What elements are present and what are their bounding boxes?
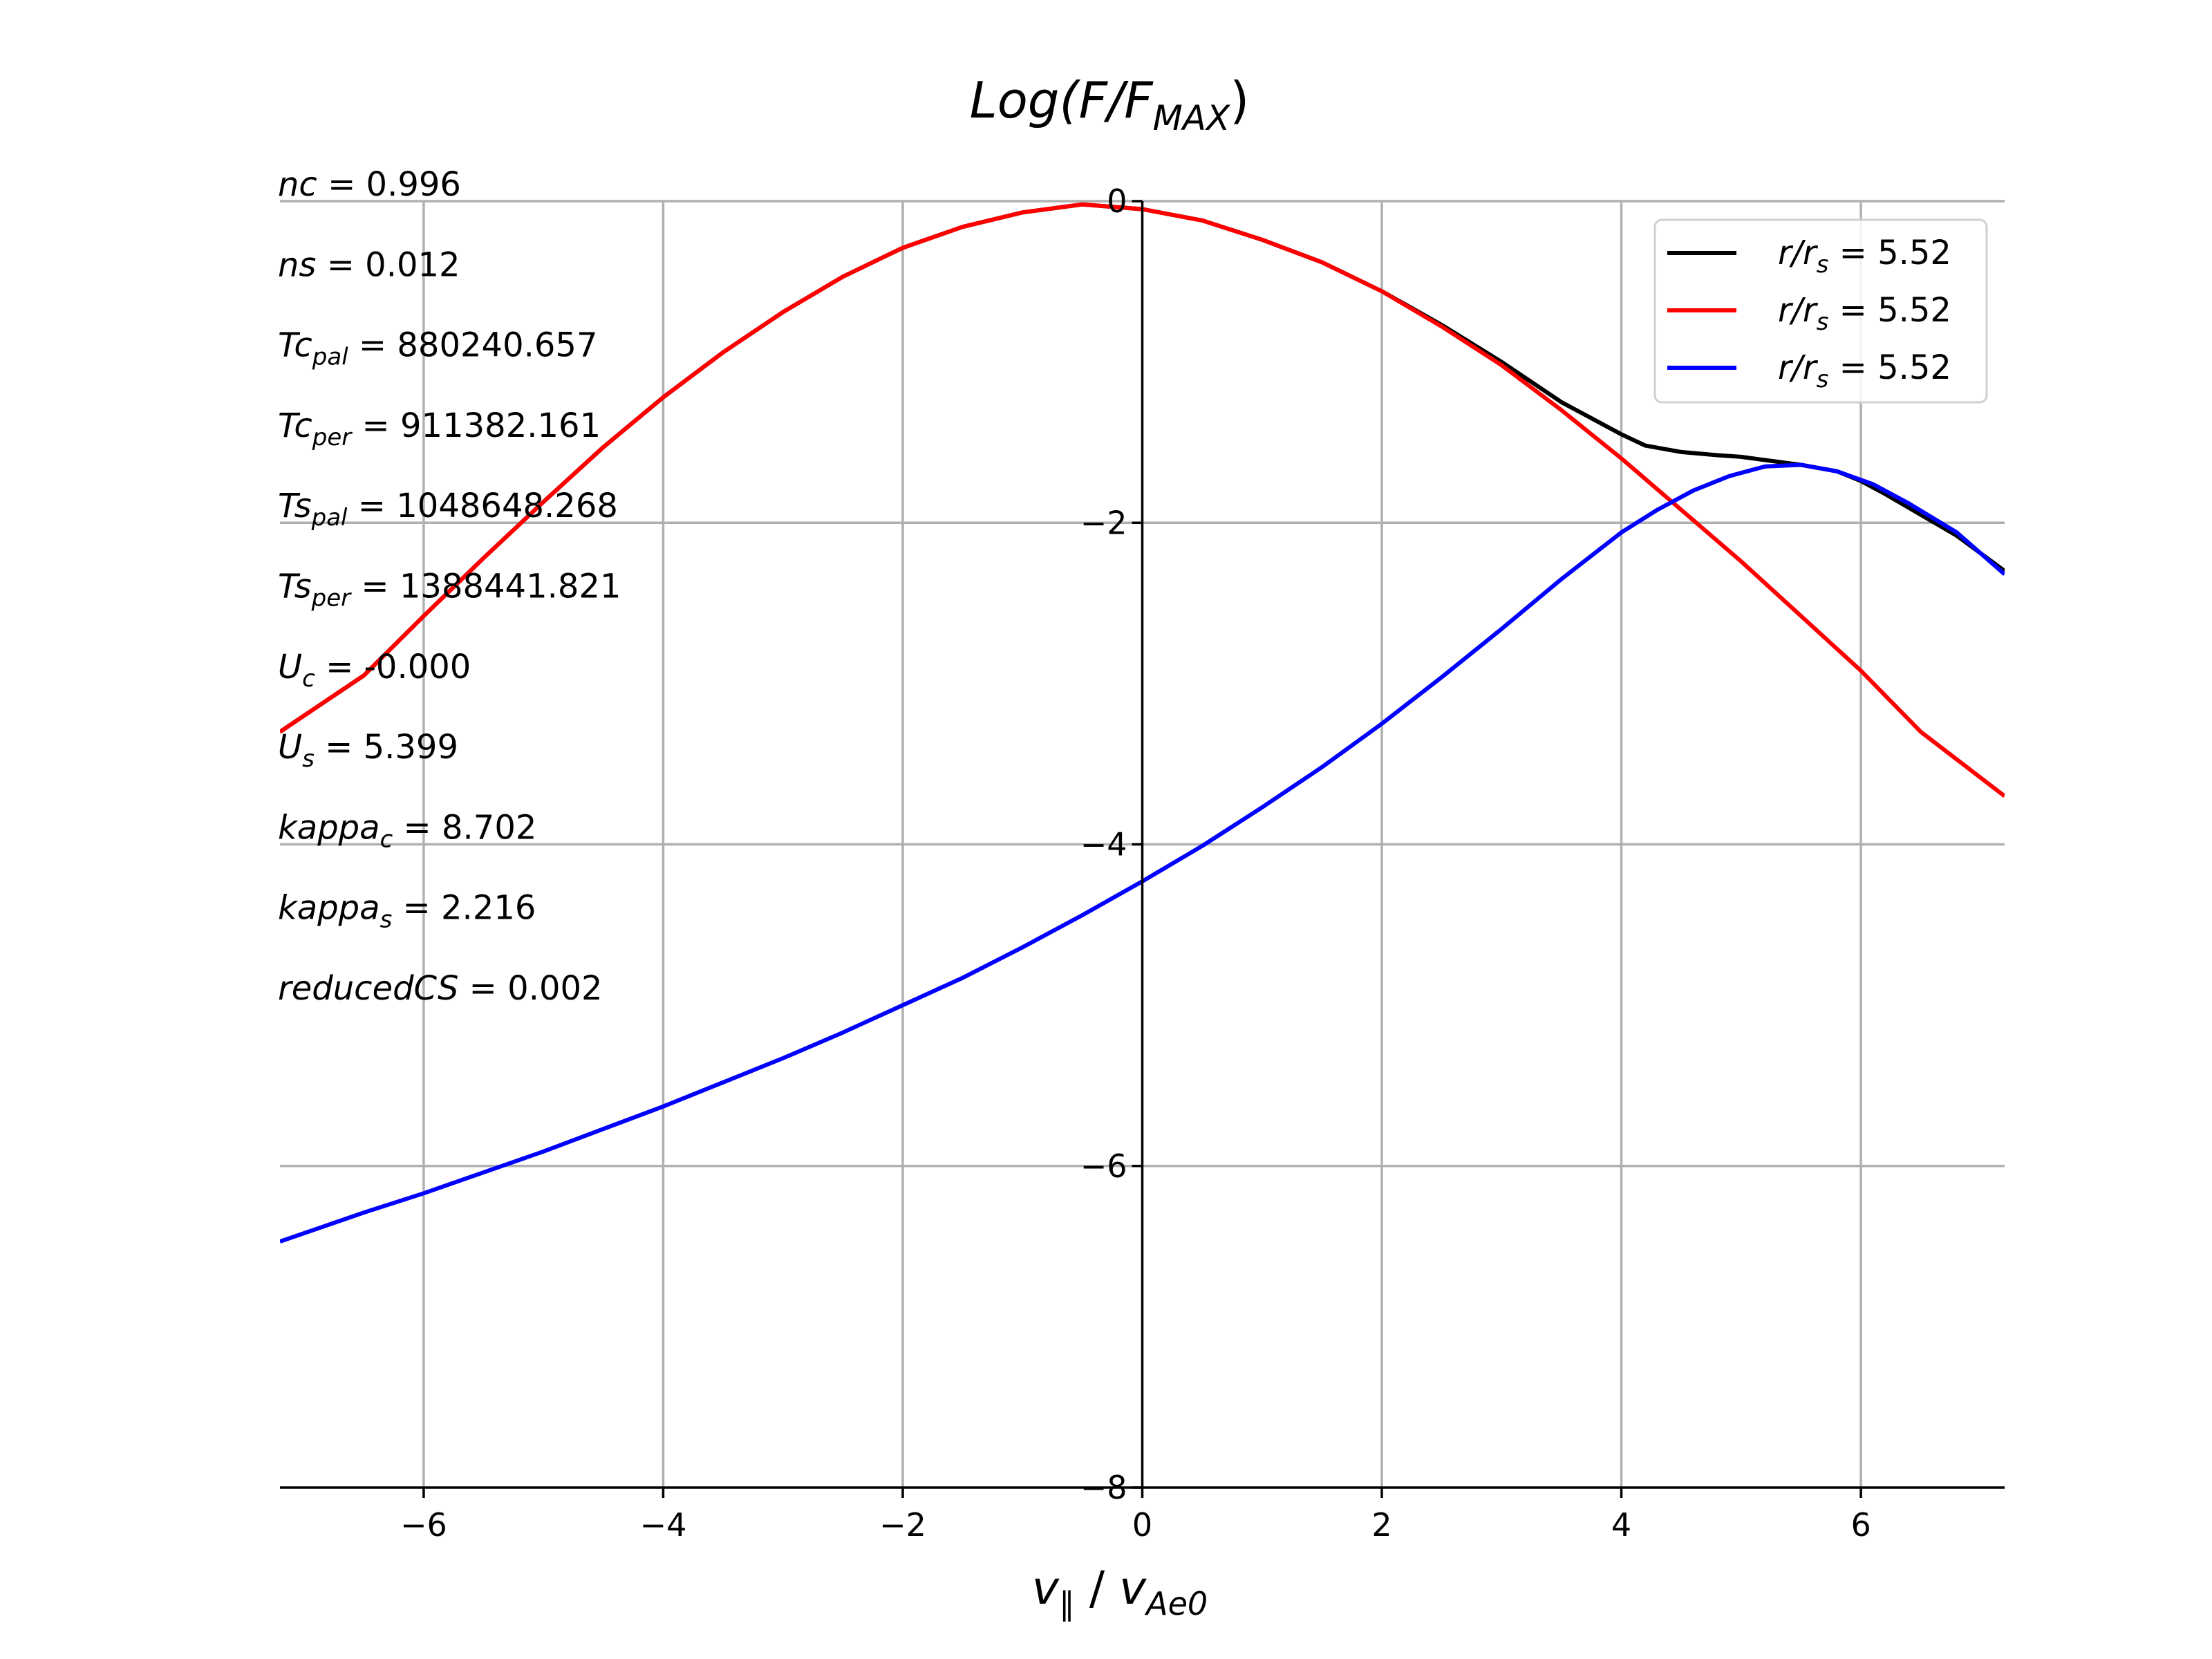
x-tick-label: 0 — [1132, 1506, 1152, 1544]
parameter-annotations: nc = 0.996 ns = 0.012 Tcpal = 880240.657 Tc… — [278, 165, 621, 1008]
legend: r/rs = 5.52 r/rs = 5.52 r/rs = 5.52 — [1653, 218, 1988, 404]
annotation-U-s: Us = 5.399 — [278, 728, 458, 773]
annotation-Ts-pal: Tspal = 1048648.268 — [278, 487, 618, 532]
annotation-ns: ns = 0.012 — [278, 245, 460, 284]
x-tick-label: 6 — [1850, 1506, 1871, 1544]
series-line-2 — [280, 462, 2005, 1244]
x-tick-label: −2 — [879, 1506, 926, 1544]
annotation-Tc-per: Tcper = 911382.161 — [278, 406, 601, 451]
annotation-Tc-pal: Tcpal = 880240.657 — [278, 326, 598, 371]
x-tick-label: 4 — [1611, 1506, 1631, 1544]
x-axis-label: v∥ / vAe0 — [1032, 1562, 1208, 1622]
legend-label-0: r/rs = 5.52 — [1778, 234, 1951, 279]
annotation-kappa-s: kappas = 2.216 — [278, 889, 536, 934]
x-tick-label: −4 — [640, 1506, 687, 1544]
annotation-U-c: Uc = -0.000 — [278, 648, 471, 693]
x-tick-label: −6 — [400, 1506, 447, 1544]
legend-frame — [1653, 218, 1988, 404]
y-tick-label: −6 — [1080, 1147, 1127, 1185]
titles: Log(F/FMAX) v∥ / vAe0 — [970, 71, 1250, 1622]
x-tick-label: 2 — [1371, 1506, 1391, 1544]
annotation-reducedCS: reducedCS = 0.002 — [278, 969, 603, 1008]
y-tick-label: −4 — [1080, 826, 1127, 863]
annotation-nc: nc = 0.996 — [278, 165, 461, 204]
y-tick-label: −8 — [1080, 1469, 1127, 1506]
legend-label-2: r/rs = 5.52 — [1778, 348, 1951, 393]
y-tick-label: −2 — [1080, 504, 1127, 541]
axes: −6 −4 −2 0 2 4 6 0 −2 −4 −6 −8 — [280, 182, 2005, 1544]
annotation-Ts-per: Tsper = 1388441.821 — [278, 568, 621, 612]
legend-label-1: r/rs = 5.52 — [1778, 291, 1951, 336]
chart-title: Log(F/FMAX) — [970, 71, 1250, 138]
annotation-kappa-c: kappac = 8.702 — [278, 808, 536, 853]
y-tick-label: 0 — [1107, 182, 1127, 220]
